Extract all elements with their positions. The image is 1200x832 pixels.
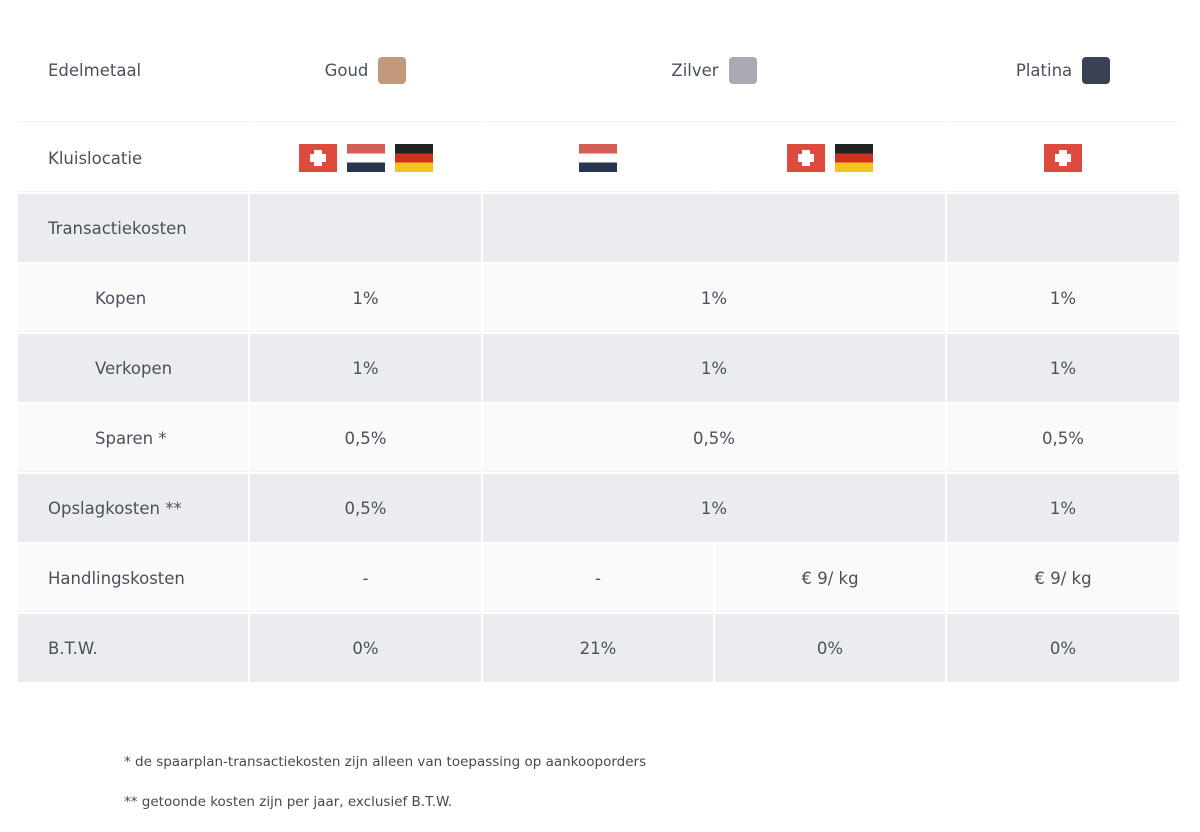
- cell-empty: [947, 194, 1180, 264]
- fee-comparison: Edelmetaal Goud Zilver Platina: [16, 18, 1181, 684]
- vat-row: B.T.W. 0% 21% 0% 0%: [18, 614, 1180, 684]
- row-label-btw: B.T.W.: [18, 614, 248, 684]
- btw-platina: 0%: [947, 614, 1180, 684]
- sell-row: Verkopen 1% 1% 1%: [18, 334, 1180, 404]
- sparen-zilver: 0,5%: [483, 404, 946, 474]
- footnotes: * de spaarplan-transactiekosten zijn all…: [124, 752, 646, 832]
- btw-zilver-nl: 21%: [483, 614, 713, 684]
- row-label-edelmetaal: Edelmetaal: [18, 18, 248, 124]
- fee-table: Edelmetaal Goud Zilver Platina: [16, 18, 1181, 684]
- transaction-costs-row: Transactiekosten: [18, 194, 1180, 264]
- metal-zilver: Zilver: [483, 18, 946, 124]
- cell-empty: [250, 194, 481, 264]
- silver-swatch: [728, 56, 757, 84]
- germany-flag-icon: [394, 144, 433, 172]
- sparen-goud: 0,5%: [250, 404, 481, 474]
- btw-goud: 0%: [250, 614, 481, 684]
- opslag-zilver: 1%: [483, 474, 946, 544]
- switzerland-flag-icon: [298, 144, 337, 172]
- verkopen-platina: 1%: [947, 334, 1180, 404]
- kopen-platina: 1%: [947, 264, 1180, 334]
- gold-swatch: [378, 56, 407, 84]
- buy-row: Kopen 1% 1% 1%: [18, 264, 1180, 334]
- platinum-swatch: [1082, 56, 1111, 84]
- germany-flag-icon: [835, 144, 873, 172]
- btw-zilver-other: 0%: [715, 614, 946, 684]
- handling-platina: € 9/ kg: [947, 544, 1180, 614]
- netherlands-flag-icon: [579, 144, 617, 172]
- vault-row: Kluislocatie: [18, 124, 1180, 194]
- footnote-savings: * de spaarplan-transactiekosten zijn all…: [124, 754, 647, 770]
- handling-zilver-other: € 9/ kg: [715, 544, 946, 614]
- handling-row: Handlingskosten - - € 9/ kg € 9/ kg: [18, 544, 1180, 614]
- vault-platina: [947, 124, 1180, 194]
- verkopen-zilver: 1%: [483, 334, 946, 404]
- kopen-zilver: 1%: [483, 264, 946, 334]
- vault-goud: [250, 124, 481, 194]
- footnote-costs: ** getoonde kosten zijn per jaar, exclus…: [124, 794, 453, 810]
- kopen-goud: 1%: [250, 264, 481, 334]
- cell-empty: [483, 194, 946, 264]
- metal-header-row: Edelmetaal Goud Zilver Platina: [18, 18, 1180, 124]
- sparen-platina: 0,5%: [947, 404, 1180, 474]
- opslag-goud: 0,5%: [250, 474, 481, 544]
- verkopen-goud: 1%: [250, 334, 481, 404]
- metal-goud: Goud: [250, 18, 481, 124]
- switzerland-flag-icon: [1044, 144, 1083, 172]
- row-label-opslagkosten: Opslagkosten **: [18, 474, 248, 544]
- vault-zilver-other: [715, 124, 946, 194]
- storage-row: Opslagkosten ** 0,5% 1% 1%: [18, 474, 1180, 544]
- metal-name-goud: Goud: [324, 60, 369, 80]
- handling-zilver-nl: -: [483, 544, 713, 614]
- vault-zilver-nl: [483, 124, 713, 194]
- row-label-handlingskosten: Handlingskosten: [18, 544, 248, 614]
- metal-name-platina: Platina: [1015, 60, 1073, 80]
- row-label-kluislocatie: Kluislocatie: [18, 124, 248, 194]
- row-label-verkopen: Verkopen: [18, 334, 248, 404]
- metal-platina: Platina: [947, 18, 1180, 124]
- metal-name-zilver: Zilver: [671, 60, 719, 80]
- row-label-transactiekosten: Transactiekosten: [18, 194, 248, 264]
- savings-row: Sparen * 0,5% 0,5% 0,5%: [18, 404, 1180, 474]
- switzerland-flag-icon: [787, 144, 825, 172]
- opslag-platina: 1%: [947, 474, 1180, 544]
- row-label-kopen: Kopen: [18, 264, 248, 334]
- row-label-sparen: Sparen *: [18, 404, 248, 474]
- handling-goud: -: [250, 544, 481, 614]
- netherlands-flag-icon: [346, 144, 385, 172]
